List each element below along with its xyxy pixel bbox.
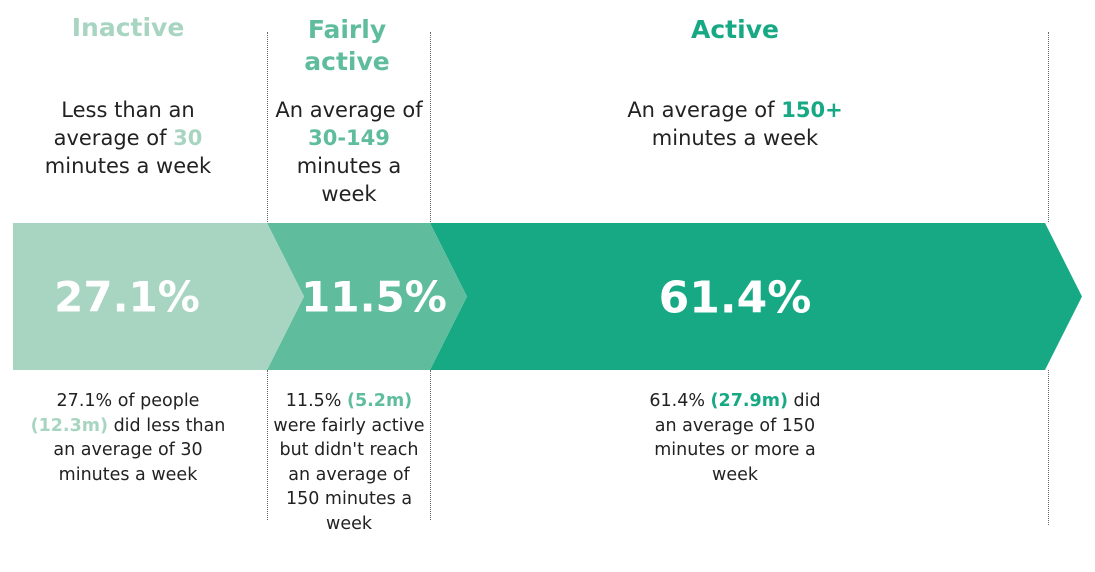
note-inactive-hl: (12.3m) <box>30 415 108 436</box>
desc-active-post: minutes a week <box>651 126 819 150</box>
divider-3 <box>1048 32 1049 222</box>
note-active-post: did an average of 150 minutes or more a … <box>654 391 821 485</box>
note-fairly-active-pre: 11.5% <box>285 391 347 411</box>
divider-5 <box>430 370 431 520</box>
desc-fairly-active-hl: 30-149 <box>308 126 390 150</box>
desc-fairly-active: An average of 30-149 minutes a week <box>274 96 424 208</box>
divider-2 <box>430 32 431 222</box>
note-fairly-active-post: were fairly active but didn't reach an a… <box>273 415 425 534</box>
note-active-hl: (27.9m) <box>710 391 788 411</box>
heading-inactive: Inactive <box>71 13 185 42</box>
desc-active: An average of 150+ minutes a week <box>590 96 880 152</box>
note-active: 61.4% (27.9m) did an average of 150 minu… <box>640 389 830 487</box>
value-label-3: 61.4% <box>659 272 812 323</box>
note-fairly-active: 11.5% (5.2m) were fairly active but didn… <box>273 389 425 536</box>
column-active: Active <box>600 14 870 46</box>
value-label-1: 27.1% <box>54 273 200 322</box>
desc-inactive-hl: 30 <box>173 126 203 150</box>
desc-fairly-active-pre: An average of <box>275 98 423 122</box>
note-fairly-active-hl: (5.2m) <box>346 391 413 411</box>
divider-1 <box>267 32 268 222</box>
note-inactive: 27.1% of people (12.3m) did less than an… <box>22 389 234 487</box>
heading-active: Active <box>691 15 779 44</box>
note-inactive-pre: 27.1% of people <box>56 391 200 411</box>
note-inactive-post: did less than an average of 30 minutes a… <box>53 415 226 485</box>
desc-active-pre: An average of <box>627 98 782 122</box>
desc-inactive: Less than an average of 30 minutes a wee… <box>43 96 213 180</box>
divider-4 <box>267 370 268 520</box>
column-inactive: Inactive <box>18 12 238 44</box>
desc-inactive-post: minutes a week <box>44 154 212 178</box>
desc-active-hl: 150+ <box>781 98 843 122</box>
arrow-segment-3 <box>430 223 1082 370</box>
divider-6 <box>1048 370 1049 525</box>
arrow-segment-1 <box>13 223 304 370</box>
column-fairly-active: Fairly active <box>284 14 410 78</box>
value-label-2: 11.5% <box>301 273 447 322</box>
arrow-segment-2 <box>267 223 467 370</box>
desc-fairly-active-post: minutes a week <box>296 154 402 206</box>
heading-fairly-active: Fairly active <box>304 15 390 76</box>
note-active-pre: 61.4% <box>649 391 711 411</box>
desc-inactive-pre: Less than an average of <box>53 98 195 150</box>
